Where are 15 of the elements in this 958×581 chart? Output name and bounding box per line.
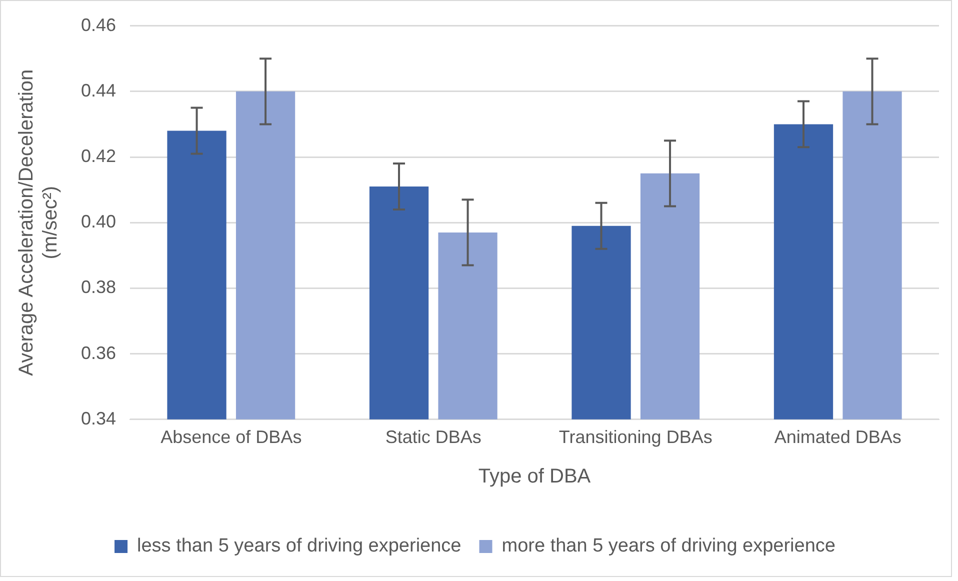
- y-tick-label: 0.36: [80, 342, 116, 363]
- x-tick-label: Transitioning DBAs: [558, 427, 712, 448]
- y-tick-label: 0.46: [80, 14, 116, 35]
- x-tick-label: Animated DBAs: [774, 427, 902, 448]
- y-tick-label: 0.40: [80, 212, 116, 232]
- y-tick-label: 0.42: [80, 146, 116, 166]
- legend-label: less than 5 years of driving experience: [137, 536, 462, 557]
- y-tick-label: 0.34: [80, 408, 116, 428]
- y-axis-title: Average Acceleration/Deceleration (m/sec²): [16, 69, 62, 376]
- y-tick-label: 0.44: [80, 80, 116, 100]
- x-axis-title: Type of DBA: [478, 466, 592, 488]
- x-tick-label: Absence of DBAs: [160, 427, 302, 448]
- legend-label: more than 5 years of driving experience: [502, 536, 836, 557]
- x-tick-label: Static DBAs: [385, 427, 482, 448]
- y-tick-label: 0.38: [80, 277, 116, 298]
